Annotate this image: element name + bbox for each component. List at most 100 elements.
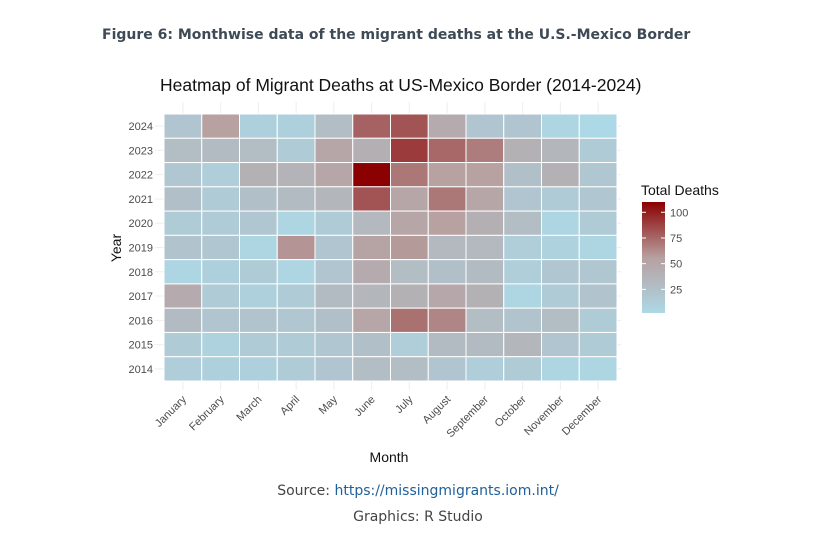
heatmap-tile-2022-february	[201, 162, 240, 188]
legend-tick-label: 50	[670, 259, 682, 271]
x-tick-label: July	[393, 393, 416, 416]
legend-tick-label: 100	[670, 207, 688, 219]
heatmap-tile-2022-july	[390, 162, 429, 188]
heatmap-tile-2021-july	[390, 186, 429, 212]
heatmap-tile-2016-may	[314, 307, 354, 333]
heatmap-tile-2023-september	[465, 137, 505, 164]
heatmap-tile-2015-october	[503, 331, 542, 358]
heatmap-tile-2015-july	[390, 331, 429, 358]
x-tick-label: August	[421, 394, 454, 427]
heatmap-tile-2021-october	[503, 186, 542, 212]
heatmap-tiles	[163, 113, 618, 382]
heatmap-tile-2024-july	[390, 113, 429, 139]
heatmap-tile-2020-october	[503, 210, 542, 236]
y-tick-label: 2019	[129, 243, 153, 255]
heatmap-tile-2019-february	[201, 234, 240, 261]
heatmap-tile-2014-february	[201, 356, 240, 382]
heatmap-tile-2022-december	[578, 162, 618, 188]
y-axis-label: Year	[108, 234, 124, 263]
heatmap-tile-2020-september	[465, 210, 505, 236]
heatmap-tile-2017-november	[541, 283, 580, 309]
source-link[interactable]: https://missingmigrants.iom.int/	[334, 483, 559, 499]
heatmap-tile-2014-june	[352, 356, 391, 382]
heatmap-tile-2016-october	[503, 307, 542, 333]
y-tick-label: 2016	[129, 315, 153, 327]
heatmap-tile-2023-may	[314, 137, 354, 164]
legend-tick-label: 25	[670, 284, 682, 296]
heatmap-tile-2016-august	[427, 307, 467, 333]
heatmap-tile-2014-may	[314, 356, 354, 382]
heatmap-tile-2014-october	[503, 356, 542, 382]
heatmap-tile-2020-march	[239, 210, 278, 236]
heatmap-tile-2023-july	[390, 137, 429, 164]
heatmap-tile-2022-october	[503, 162, 542, 188]
heatmap-tile-2019-august	[427, 234, 467, 261]
x-tick-label: December	[560, 393, 605, 438]
heatmap-tile-2015-june	[352, 331, 391, 358]
heatmap-tile-2017-april	[276, 283, 316, 309]
heatmap-tile-2021-june	[352, 186, 391, 212]
heatmap-tile-2017-september	[465, 283, 505, 309]
heatmap-tile-2019-december	[578, 234, 618, 261]
heatmap-tile-2020-august	[427, 210, 467, 236]
heatmap-tile-2017-march	[239, 283, 278, 309]
heatmap-tile-2015-september	[465, 331, 505, 358]
heatmap-tile-2023-october	[503, 137, 542, 164]
y-tick-label: 2020	[129, 218, 153, 230]
heatmap-tile-2016-september	[465, 307, 505, 333]
heatmap-tile-2020-june	[352, 210, 391, 236]
heatmap-tile-2019-november	[541, 234, 580, 261]
heatmap-tile-2014-april	[276, 356, 316, 382]
heatmap-tile-2023-january	[163, 137, 203, 164]
heatmap-tile-2024-august	[427, 113, 467, 139]
heatmap-tile-2017-december	[578, 283, 618, 309]
heatmap-tile-2024-may	[314, 113, 354, 139]
heatmap-tile-2014-january	[163, 356, 203, 382]
heatmap-tile-2017-january	[163, 283, 203, 309]
x-tick-label: April	[278, 394, 302, 418]
y-tick-label: 2014	[129, 364, 153, 376]
heatmap-tile-2024-april	[276, 113, 316, 139]
heatmap-tile-2015-february	[201, 331, 240, 358]
heatmap-tile-2014-september	[465, 356, 505, 382]
heatmap-tile-2015-december	[578, 331, 618, 358]
heatmap-tile-2014-march	[239, 356, 278, 382]
heatmap-tile-2018-september	[465, 259, 505, 285]
y-tick-label: 2018	[129, 267, 153, 279]
heatmap-tile-2023-december	[578, 137, 618, 164]
heatmap-tile-2018-march	[239, 259, 278, 285]
heatmap-tile-2024-october	[503, 113, 542, 139]
heatmap-tile-2023-august	[427, 137, 467, 164]
heatmap-tile-2015-august	[427, 331, 467, 358]
heatmap-tile-2017-july	[390, 283, 429, 309]
source-label: Source:	[277, 483, 331, 499]
heatmap-tile-2023-june	[352, 137, 391, 164]
figure-caption: Figure 6: Monthwise data of the migrant …	[102, 27, 691, 43]
heatmap-tile-2015-april	[276, 331, 316, 358]
heatmap-tile-2020-december	[578, 210, 618, 236]
heatmap-tile-2024-december	[578, 113, 618, 139]
heatmap-tile-2018-february	[201, 259, 240, 285]
legend-title: Total Deaths	[641, 182, 719, 198]
heatmap-tile-2018-december	[578, 259, 618, 285]
heatmap-tile-2018-august	[427, 259, 467, 285]
heatmap-tile-2017-october	[503, 283, 542, 309]
heatmap-tile-2022-january	[163, 162, 203, 188]
heatmap-tile-2015-may	[314, 331, 354, 358]
y-axis-ticks: 2024 2023 2022 2021 2020 2019 2018 2017 2016 2015…	[129, 121, 153, 376]
heatmap-tile-2020-february	[201, 210, 240, 236]
heatmap-tile-2018-november	[541, 259, 580, 285]
heatmap-tile-2023-november	[541, 137, 580, 164]
heatmap-tile-2021-february	[201, 186, 240, 212]
heatmap-tile-2018-june	[352, 259, 391, 285]
heatmap-tile-2018-may	[314, 259, 354, 285]
graphics-credit: Graphics: R Studio	[353, 509, 483, 525]
heatmap-tile-2022-november	[541, 162, 580, 188]
heatmap-tile-2021-april	[276, 186, 316, 212]
heatmap-tile-2021-december	[578, 186, 618, 212]
heatmap-tile-2014-august	[427, 356, 467, 382]
heatmap-tile-2019-march	[239, 234, 278, 261]
source-line: Source: https://missingmigrants.iom.int/	[0, 483, 836, 499]
heatmap-tile-2016-april	[276, 307, 316, 333]
